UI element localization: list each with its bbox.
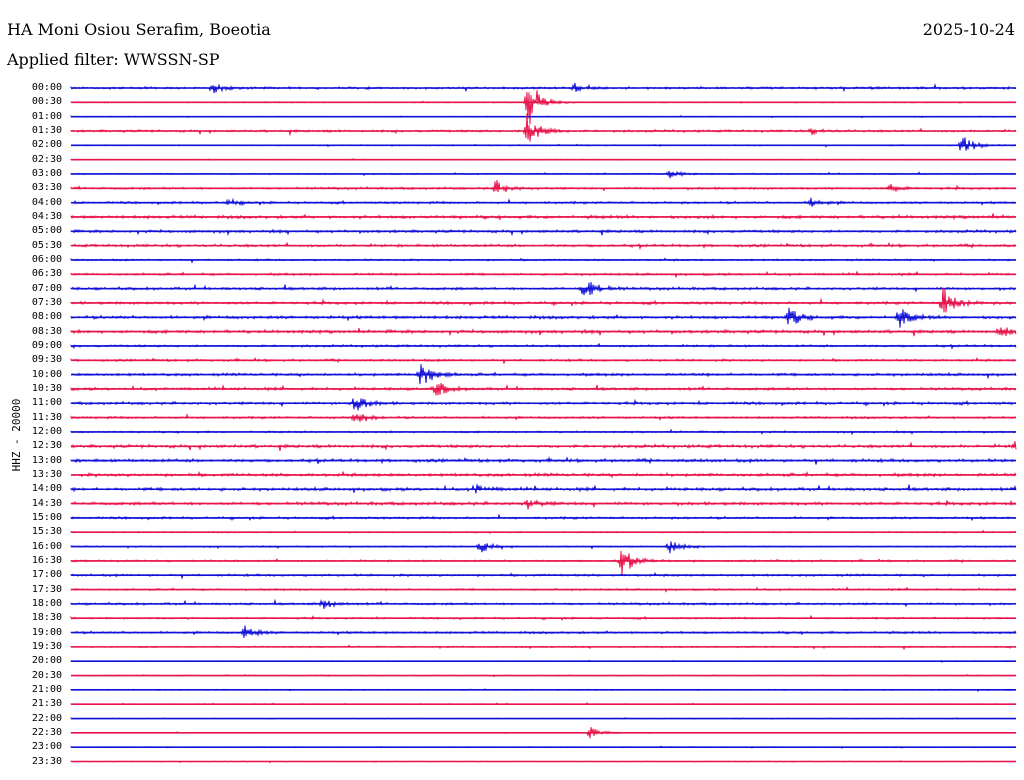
row-label: 10:30	[31, 382, 62, 394]
row-label: 20:00	[31, 655, 62, 667]
trace-row	[70, 550, 1017, 575]
row-label: 04:30	[31, 210, 62, 222]
trace-row	[70, 90, 1017, 125]
row-label: 07:30	[31, 296, 62, 308]
row-label: 18:00	[31, 597, 62, 609]
row-label: 12:00	[31, 425, 62, 437]
trace-row	[70, 625, 1017, 638]
row-label: 14:30	[31, 497, 62, 509]
row-label: 11:00	[31, 397, 62, 409]
row-label: 19:30	[31, 640, 62, 652]
row-label: 22:30	[31, 726, 62, 738]
row-label: 15:00	[31, 511, 62, 523]
row-label: 04:00	[31, 196, 62, 208]
row-label: 02:00	[31, 139, 62, 151]
row-label: 08:30	[31, 325, 62, 337]
row-label: 11:30	[31, 411, 62, 423]
row-label: 03:30	[31, 182, 62, 194]
filter-label: Applied filter: WWSSN-SP	[7, 50, 220, 69]
row-label: 01:00	[31, 110, 62, 122]
trace-row	[70, 598, 1017, 609]
row-label: 09:00	[31, 339, 62, 351]
row-label: 12:30	[31, 440, 62, 452]
row-label: 02:30	[31, 153, 62, 165]
row-label: 00:00	[31, 82, 62, 93]
row-label: 23:00	[31, 741, 62, 753]
row-label: 17:30	[31, 583, 62, 595]
row-label: 01:30	[31, 124, 62, 136]
row-label: 09:30	[31, 354, 62, 366]
row-label: 06:30	[31, 268, 62, 280]
row-label: 16:30	[31, 554, 62, 566]
row-label: 15:30	[31, 526, 62, 538]
row-label: 18:30	[31, 612, 62, 624]
row-label: 22:00	[31, 712, 62, 724]
row-label: 21:00	[31, 683, 62, 695]
row-label: 17:00	[31, 569, 62, 581]
station-title: HA Moni Osiou Serafim, Boeotia	[7, 20, 271, 39]
trace-row	[70, 287, 1017, 313]
row-label: 16:00	[31, 540, 62, 552]
row-label: 14:00	[31, 483, 62, 495]
row-label: 10:00	[31, 368, 62, 380]
trace-row	[70, 499, 1017, 510]
row-label: 13:30	[31, 468, 62, 480]
row-label: 06:00	[31, 253, 62, 265]
row-label: 21:30	[31, 698, 62, 710]
row-label: 19:00	[31, 626, 62, 638]
row-label: 13:00	[31, 454, 62, 466]
trace-row	[70, 398, 1017, 411]
row-label: 07:00	[31, 282, 62, 294]
time-axis-labels: 00:00 00:30 01:00 01:30 02:00 02:30 03:00 03:30…	[0, 0, 70, 780]
row-label: 08:00	[31, 311, 62, 323]
trace-row	[70, 179, 1017, 193]
date-label: 2025-10-24	[922, 20, 1015, 39]
row-label: 03:00	[31, 167, 62, 179]
trace-row	[70, 137, 1017, 151]
row-label: 00:30	[31, 96, 62, 108]
row-label: 05:30	[31, 239, 62, 251]
row-label: 20:30	[31, 669, 62, 681]
row-label: 05:00	[31, 225, 62, 237]
row-label: 23:30	[31, 755, 62, 767]
